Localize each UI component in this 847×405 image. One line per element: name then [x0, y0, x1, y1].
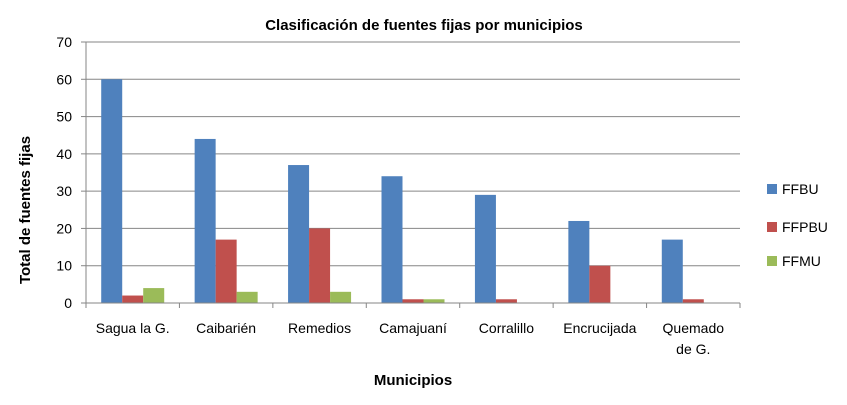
bar-ffbu-4 — [474, 194, 496, 303]
y-tick-label: 10 — [56, 258, 72, 274]
x-tick-label: Camajuaní — [379, 320, 447, 336]
legend-swatch — [767, 222, 777, 232]
y-tick-label: 70 — [56, 34, 72, 50]
legend-item-ffpbu: FFPBU — [767, 219, 828, 235]
bars — [101, 79, 704, 304]
bar-ffmu-0 — [143, 288, 165, 303]
bar-ffpbu-2 — [309, 228, 331, 303]
axes — [81, 41, 741, 308]
x-tick-label: Caibarién — [196, 320, 256, 336]
x-tick-label: Quemado de G. — [663, 320, 725, 357]
bar-ffmu-2 — [330, 291, 352, 303]
legend-swatch — [767, 256, 777, 266]
bar-ffbu-3 — [381, 176, 403, 303]
bar-ffbu-2 — [288, 165, 310, 303]
x-axis-title: Municipios — [374, 372, 452, 389]
x-tick-label: Corralillo — [479, 320, 534, 336]
y-tick-label: 40 — [56, 146, 72, 162]
bar-ffpbu-6 — [682, 299, 704, 303]
bar-ffmu-3 — [423, 299, 445, 303]
y-tick-label: 20 — [56, 220, 72, 236]
bar-ffmu-1 — [236, 291, 258, 303]
bar-ffbu-6 — [661, 239, 683, 303]
bar-ffpbu-5 — [589, 265, 611, 303]
chart-title: Clasificación de fuentes fijas por munic… — [265, 17, 583, 34]
legend-label: FFMU — [782, 253, 821, 269]
legend-swatch — [767, 184, 777, 194]
legend: FFBU FFPBU FFMU — [767, 181, 828, 269]
legend-label: FFBU — [782, 181, 819, 197]
x-tick-label: Remedios — [288, 320, 351, 336]
bar-ffbu-5 — [568, 220, 590, 303]
legend-item-ffbu: FFBU — [767, 181, 819, 197]
legend-label: FFPBU — [782, 219, 828, 235]
gridlines — [86, 41, 740, 304]
y-tick-label: 60 — [56, 71, 72, 87]
legend-item-ffmu: FFMU — [767, 253, 821, 269]
bar-ffbu-1 — [194, 138, 216, 303]
y-tick-label: 50 — [56, 109, 72, 125]
bar-ffpbu-1 — [215, 239, 237, 303]
y-tick-label: 30 — [56, 183, 72, 199]
x-tick-label: Sagua la G. — [96, 320, 170, 336]
y-tick-labels: 0 10 20 30 40 50 60 70 — [56, 34, 72, 311]
bar-ffpbu-4 — [495, 299, 517, 303]
bar-ffbu-0 — [101, 79, 123, 304]
bar-ffpbu-3 — [402, 299, 424, 303]
y-tick-label: 0 — [64, 295, 72, 311]
x-tick-label: Encrucijada — [563, 320, 636, 336]
bar-ffpbu-0 — [122, 295, 144, 303]
y-axis-title: Total de fuentes fijas — [17, 136, 34, 284]
x-tick-labels: Sagua la G. Caibarién Remedios Camajuaní Cor… — [96, 320, 724, 357]
